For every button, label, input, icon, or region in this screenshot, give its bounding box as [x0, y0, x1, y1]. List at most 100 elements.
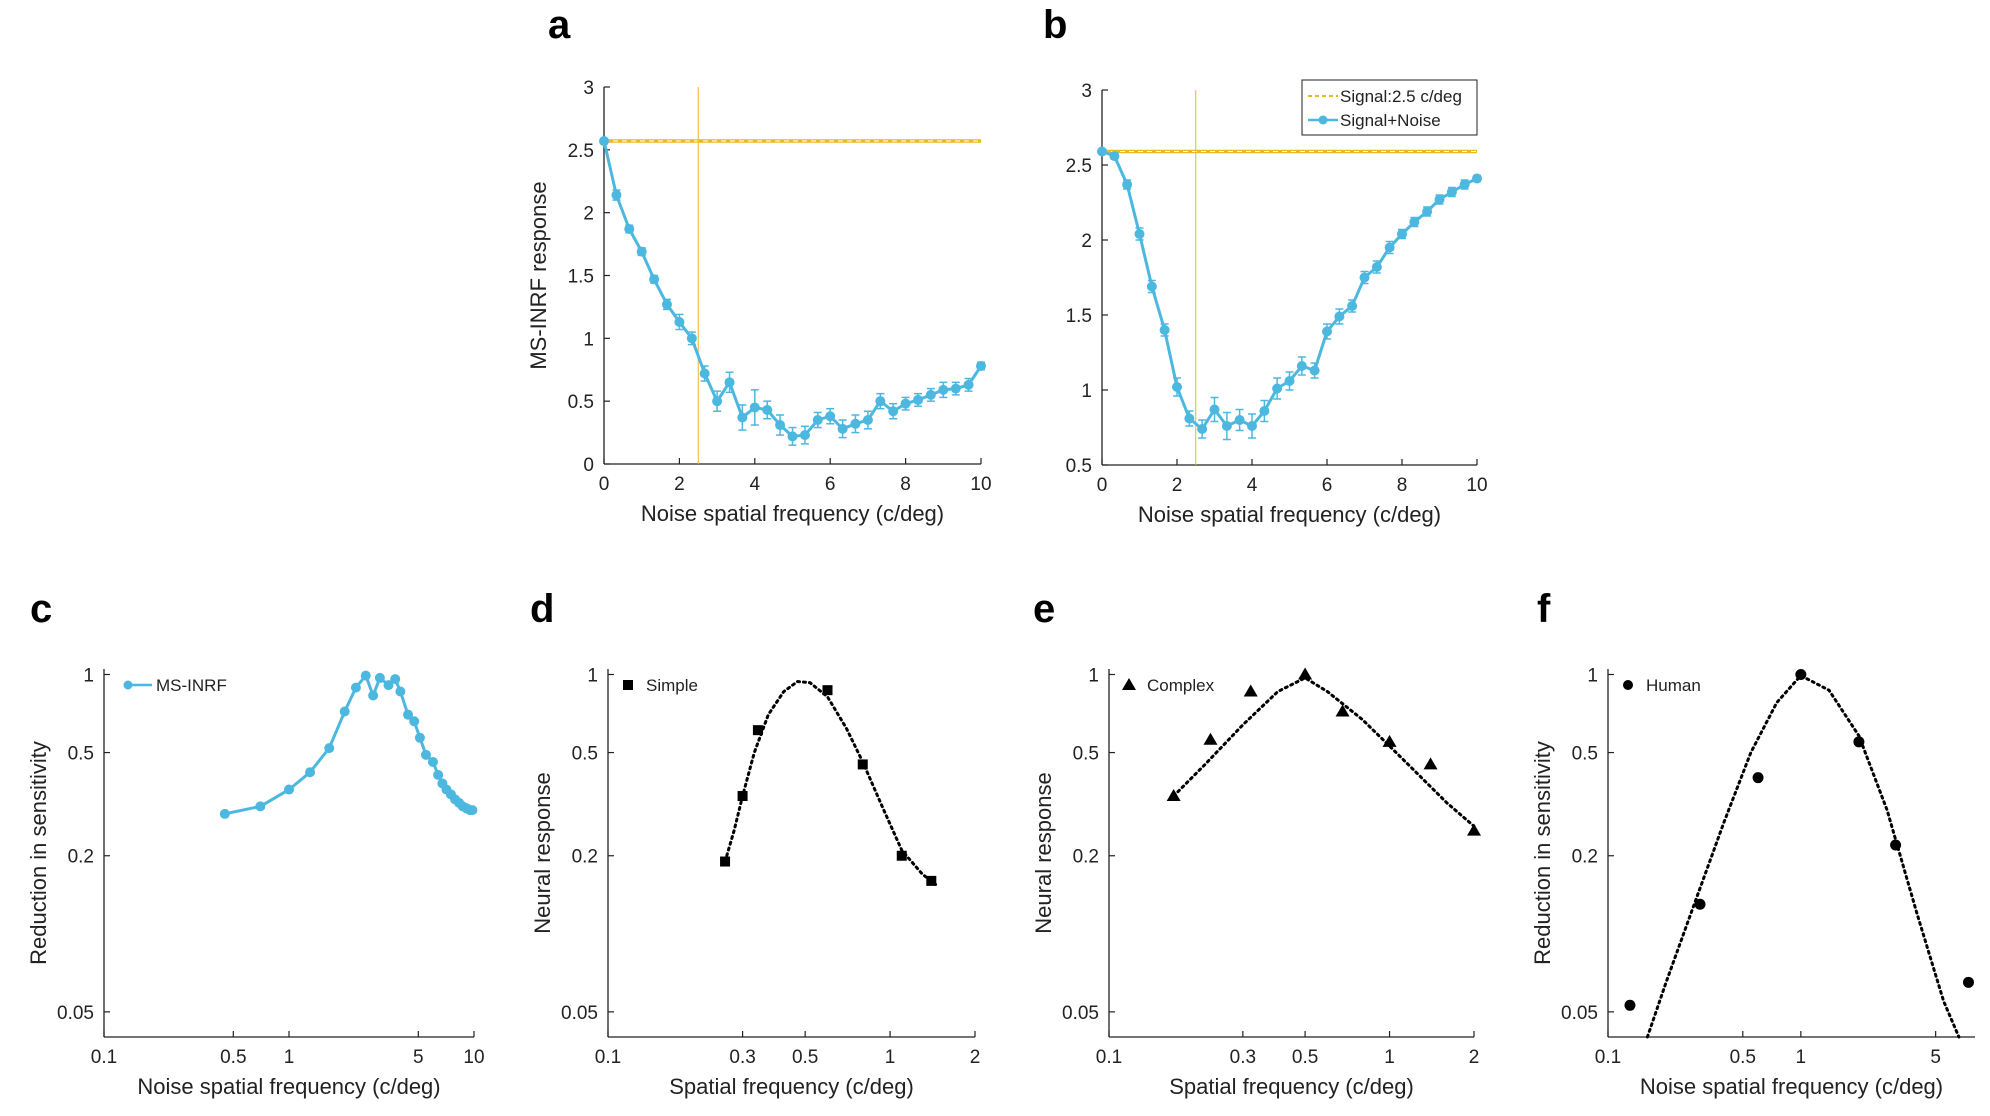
panel-label-c: c [30, 587, 52, 631]
panel-c-legend-label: MS-INRF [156, 676, 227, 695]
panel-c-xtick-label: 10 [463, 1047, 484, 1068]
panel-a-xtick-label: 0 [599, 474, 610, 495]
panel-a-data-point [624, 224, 635, 235]
panel-d-data-point [857, 759, 868, 770]
panel-f-data-point [1752, 772, 1764, 784]
panel-c-legend-marker [123, 680, 133, 690]
panel-a-data-point [749, 402, 760, 413]
panel-f-ytick-label: 0.05 [1561, 1003, 1598, 1024]
panel-e-data-point [1423, 757, 1438, 770]
panel-c-xlabel: Noise spatial frequency (c/deg) [137, 1074, 440, 1099]
panel-b-data-point [1409, 217, 1420, 227]
panel-b-data-point [1384, 242, 1395, 253]
panel-b-data-point [1234, 415, 1245, 425]
panel-e-xtick-label: 1 [1384, 1047, 1395, 1068]
panel-b-xtick-label: 6 [1322, 475, 1333, 496]
panel-a-data-point [724, 377, 735, 388]
panel-b-xtick-label: 4 [1247, 475, 1258, 496]
panel-f-ytick-label: 0.2 [1572, 847, 1598, 868]
panel-d-xtick-label: 1 [885, 1047, 896, 1068]
panel-c-data-point [403, 709, 414, 720]
panel-b-data-point [1259, 406, 1270, 416]
panel-a-data-point [837, 423, 848, 434]
panel-d-data-point [720, 856, 731, 867]
panel-a-data-point [611, 190, 622, 201]
panel-a-ylabel: MS-INRF response [526, 181, 551, 369]
panel-a-data-point [938, 384, 949, 395]
panel-e-ylabel: Neural response [1031, 772, 1056, 933]
panel-a-data-point [599, 136, 609, 147]
panel-label-e: e [1033, 587, 1055, 631]
panel-a-ytick-label: 3 [583, 78, 594, 99]
panel-f-legend-label: Human [1646, 676, 1701, 695]
panel-c-data-point [374, 672, 385, 683]
panel-b-data-point [1184, 413, 1195, 424]
panel-d-xtick-label: 0.5 [792, 1047, 818, 1068]
panel-b-data-point [1334, 311, 1345, 322]
panel-b-data-point [1296, 361, 1307, 371]
panel-e-xlabel: Spatial frequency (c/deg) [1169, 1074, 1414, 1099]
panel-b-ytick-label: 0.5 [1066, 456, 1092, 477]
panel-c-xtick-label: 0.5 [220, 1047, 246, 1068]
panel-b-xtick-label: 2 [1172, 475, 1183, 496]
panel-b-ytick-label: 1 [1081, 381, 1092, 402]
panel-c-data-point [390, 674, 401, 685]
panel-d-data-point [896, 850, 907, 861]
panel-a-chart: 0 2 4 6 8 10 0 0.5 1 1.5 2 2.5 3 Noise spatial freque… [526, 78, 992, 526]
panel-e-ytick-label: 0.2 [1073, 847, 1099, 868]
panel-e-data-point [1335, 704, 1350, 717]
panel-b-data-point [1097, 146, 1107, 157]
panel-f-fit-curve [1645, 673, 1961, 1039]
panel-b-data-point [1459, 179, 1470, 190]
panel-e-xtick-label: 0.1 [1096, 1047, 1122, 1068]
panel-b-legend-box [1301, 79, 1478, 136]
panel-b-data-point [1197, 424, 1208, 434]
panel-b-data-point [1309, 365, 1320, 376]
panel-d-data-point [926, 875, 937, 886]
panel-e-data-point [1203, 732, 1218, 745]
panel-a-data-point [712, 396, 723, 407]
panel-f-xtick-label: 0.1 [1595, 1047, 1621, 1068]
panel-c-data-point [383, 680, 394, 691]
panel-f-ylabel: Reduction in sensitivity [1530, 741, 1555, 965]
panel-f-legend-marker [1623, 680, 1633, 690]
panel-c-data-point [255, 801, 266, 812]
panel-a-ytick-label: 2 [583, 204, 594, 225]
panel-a-ytick-label: 1 [583, 329, 594, 350]
panel-b-data-point [1371, 262, 1382, 272]
panel-c-data-point [324, 743, 335, 754]
panel-d-xtick-label: 0.3 [729, 1047, 755, 1068]
panel-c-xtick-label: 5 [413, 1047, 424, 1068]
panel-a-data-point [649, 274, 660, 285]
panel-f-chart: 0.1 0.5 1 5 0.05 0.2 0.5 1 Noise spatial frequen… [1530, 665, 1975, 1099]
panel-a-data-point [699, 368, 710, 379]
panel-label-a: a [548, 3, 571, 47]
panel-a-data-point [862, 415, 873, 426]
panel-d-ytick-label: 1 [587, 665, 598, 686]
panel-d-legend-marker [623, 680, 633, 690]
panel-e-xtick-label: 0.3 [1230, 1047, 1256, 1068]
panel-f-xtick-label: 0.5 [1730, 1047, 1756, 1068]
panel-b-xtick-label: 8 [1397, 475, 1408, 496]
panel-b-xtick-label: 0 [1097, 475, 1108, 496]
panel-c-data-point [350, 682, 361, 693]
panel-c-data-point [395, 686, 406, 697]
panel-c-xtick-label: 1 [284, 1047, 295, 1068]
panel-b-data-point [1109, 151, 1120, 161]
panel-d-chart: 0.1 0.3 0.5 1 2 0.05 0.2 0.5 1 Spatial frequency … [530, 665, 980, 1099]
panel-a-data-point [661, 299, 672, 310]
panel-b-ytick-label: 1.5 [1066, 306, 1092, 327]
panel-b-data-point [1422, 206, 1433, 217]
panel-c-data-point [427, 756, 438, 767]
panel-label-f: f [1537, 587, 1551, 631]
panel-e-data-point [1382, 734, 1397, 747]
panel-a-ytick-label: 0.5 [568, 392, 594, 413]
panel-a-data-point [812, 415, 823, 426]
panel-a-data-point [686, 333, 697, 344]
panel-e-data-point [1467, 823, 1481, 836]
panel-d-data-point [822, 685, 833, 696]
panel-b-data-point [1209, 404, 1220, 415]
panel-b-xlabel: Noise spatial frequency (c/deg) [1138, 502, 1441, 527]
panel-f-data-point [1694, 898, 1706, 910]
panel-c-ytick-label: 1 [83, 665, 94, 686]
